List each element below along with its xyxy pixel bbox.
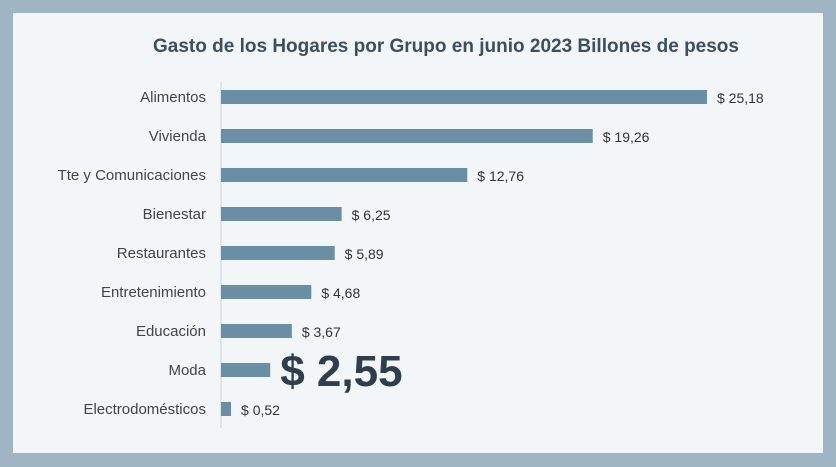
bar-electrodomesticos: [221, 402, 232, 416]
value-label-entretenimiento: $ 4,68: [321, 285, 360, 301]
bar-alimentos: [221, 90, 707, 104]
category-label-alimentos: Alimentos: [140, 89, 206, 106]
chart-panel: [13, 13, 823, 453]
bar-moda: [221, 363, 271, 377]
bar-restaurantes: [221, 246, 335, 260]
value-label-moda: $ 2,55: [280, 347, 402, 396]
value-label-educacion: $ 3,67: [302, 324, 341, 340]
bar-tte-y-comunicaciones: [221, 168, 468, 182]
bar-vivienda: [221, 129, 593, 143]
category-label-restaurantes: Restaurantes: [117, 245, 206, 262]
category-label-moda: Moda: [168, 362, 206, 379]
bar-bienestar: [221, 207, 342, 221]
category-label-bienestar: Bienestar: [143, 206, 206, 223]
value-label-bienestar: $ 6,25: [352, 207, 391, 223]
category-label-tte-y-comunicaciones: Tte y Comunicaciones: [58, 167, 206, 184]
value-label-tte-y-comunicaciones: $ 12,76: [477, 168, 524, 184]
bar-entretenimiento: [221, 285, 312, 299]
value-label-restaurantes: $ 5,89: [345, 246, 384, 262]
category-label-electrodomesticos: Electrodomésticos: [83, 401, 206, 418]
chart-title: Gasto de los Hogares por Grupo en junio …: [153, 36, 739, 57]
bar-educacion: [221, 324, 292, 338]
value-label-alimentos: $ 25,18: [717, 90, 764, 106]
value-label-electrodomesticos: $ 0,52: [241, 402, 280, 418]
category-label-entretenimiento: Entretenimiento: [101, 284, 206, 301]
category-label-educacion: Educación: [136, 323, 206, 340]
value-label-vivienda: $ 19,26: [603, 129, 650, 145]
category-label-vivienda: Vivienda: [149, 128, 207, 145]
